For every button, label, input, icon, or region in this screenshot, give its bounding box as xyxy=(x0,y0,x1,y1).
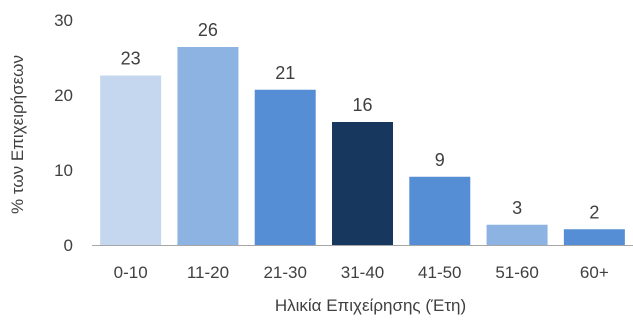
y-tick-label: 0 xyxy=(64,236,73,255)
bar xyxy=(409,176,471,245)
data-label: 2 xyxy=(589,202,599,222)
x-tick-label: 21-30 xyxy=(263,263,306,282)
bar xyxy=(177,47,239,245)
bars xyxy=(100,47,625,245)
x-tick-label: 31-40 xyxy=(341,263,384,282)
x-axis-ticks: 0-10 11-20 21-30 31-40 41-50 51-60 60+ xyxy=(114,263,609,282)
x-tick-label: 51-60 xyxy=(495,263,538,282)
data-label: 9 xyxy=(435,150,445,170)
data-label: 3 xyxy=(512,198,522,218)
bar xyxy=(486,224,548,245)
data-label: 26 xyxy=(198,20,218,40)
x-tick-label: 60+ xyxy=(580,263,609,282)
bar xyxy=(100,75,162,245)
x-tick-label: 11-20 xyxy=(187,263,229,282)
y-tick-label: 30 xyxy=(54,11,73,30)
bar xyxy=(254,89,316,245)
y-axis-ticks: 0 10 20 30 xyxy=(54,11,73,255)
data-label: 21 xyxy=(275,63,295,83)
y-tick-label: 20 xyxy=(54,86,73,105)
x-tick-label: 0-10 xyxy=(114,263,148,282)
bar xyxy=(332,122,393,245)
data-label: 23 xyxy=(121,49,141,69)
y-axis-title: % των Επιχειρήσεων xyxy=(8,55,27,214)
data-labels: 23 26 21 16 9 3 2 xyxy=(121,20,600,222)
x-tick-label: 41-50 xyxy=(418,263,461,282)
bar xyxy=(563,229,625,245)
data-label: 16 xyxy=(352,95,372,115)
y-tick-label: 10 xyxy=(54,161,73,180)
x-axis-title: Ηλικία Επιχείρησης (Έτη) xyxy=(275,296,466,315)
